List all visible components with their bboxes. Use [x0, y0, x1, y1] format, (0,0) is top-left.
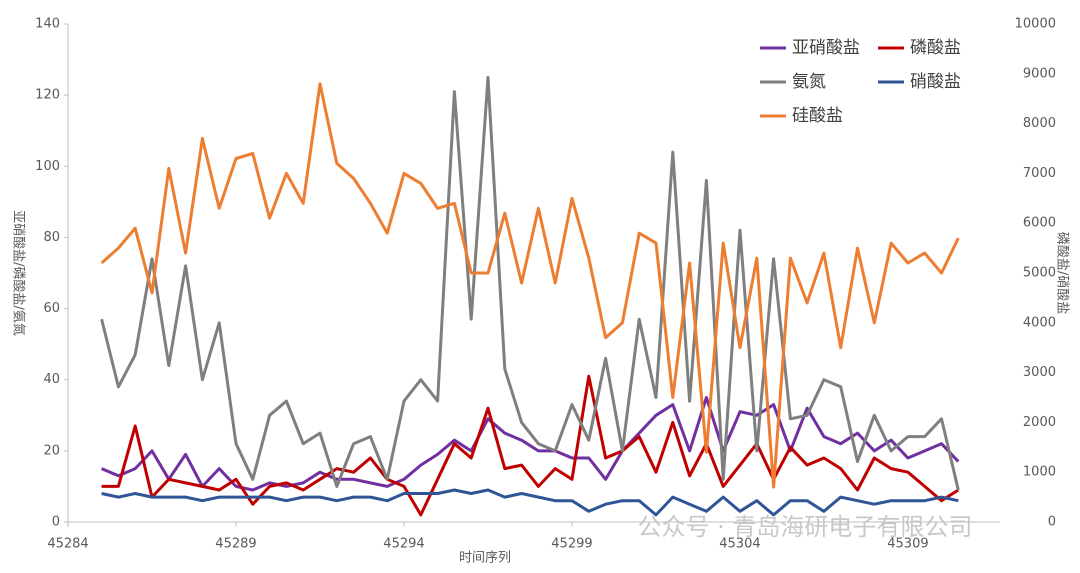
y-tick-label: 0 [52, 515, 60, 530]
x-tick-label: 45309 [887, 537, 928, 552]
watermark: 公众号 · 青岛海研电子有限公司 [638, 513, 973, 541]
x-tick-label: 45299 [551, 537, 592, 552]
y2-tick-label: 5000 [1023, 266, 1056, 281]
y-tick-label: 40 [43, 372, 60, 387]
y2-tick-label: 4000 [1023, 315, 1056, 330]
series-line [101, 396, 960, 492]
y-axis-label: 亚硝酸盐/磷酸盐/氨氮 [11, 210, 26, 336]
x-axis-title: 时间序列 [459, 551, 511, 566]
x-axis-label: 时间序列 [459, 551, 511, 566]
legend-label: 氨氮 [792, 72, 826, 92]
y2-tick-label: 2000 [1023, 415, 1056, 430]
x-tick-label: 45284 [47, 537, 88, 552]
y2-tick-label: 0 [1048, 515, 1056, 530]
y-tick-label: 20 [43, 443, 60, 458]
series-line [100, 82, 960, 489]
y-tick-label: 80 [43, 230, 60, 245]
y2-tick-label: 10000 [1015, 17, 1056, 32]
x-tick-label: 45289 [215, 537, 256, 552]
x-tick-label: 45294 [383, 537, 424, 552]
y2-tick-label: 9000 [1023, 66, 1056, 81]
series-line [100, 75, 960, 491]
y-tick-label: 60 [43, 301, 60, 316]
y-tick-label: 140 [35, 17, 60, 32]
y-tick-label: 120 [35, 88, 60, 103]
x-tick-label: 45304 [719, 537, 760, 552]
legend-label: 亚硝酸盐 [792, 38, 860, 58]
y2-axis-label: 磷酸盐/硝酸盐 [1055, 232, 1070, 314]
y2-tick-label: 8000 [1023, 116, 1056, 131]
y-tick-label: 100 [35, 159, 60, 174]
legend-label: 硅酸盐 [792, 106, 843, 126]
series-line [101, 488, 959, 517]
y2-tick-label: 7000 [1023, 166, 1056, 181]
legend-label: 磷酸盐 [910, 38, 961, 58]
y2-tick-label: 6000 [1023, 216, 1056, 231]
legend-label: 硝酸盐 [910, 72, 961, 92]
y2-tick-label: 1000 [1023, 465, 1056, 480]
series-line [101, 374, 960, 517]
y2-tick-label: 3000 [1023, 365, 1056, 380]
